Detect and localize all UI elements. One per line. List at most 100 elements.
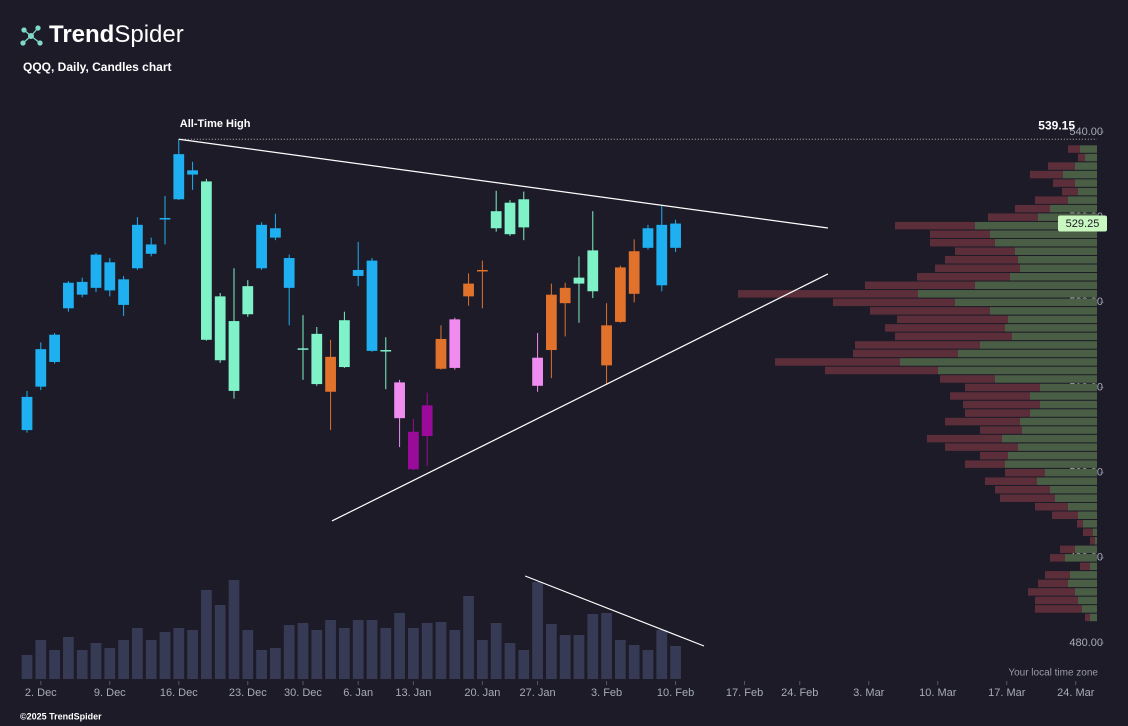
profile-up	[1050, 204, 1097, 213]
volume-bar	[325, 620, 336, 679]
candle-body	[449, 319, 461, 368]
profile-down	[1052, 511, 1078, 519]
profile-up	[1068, 196, 1097, 204]
candle-body	[145, 244, 157, 254]
volume-bar	[449, 630, 461, 679]
candle-body	[49, 334, 60, 362]
profile-up	[1090, 562, 1097, 571]
profile-up	[995, 375, 1097, 383]
x-tick-label: 17. Feb	[726, 687, 763, 699]
profile-down	[855, 341, 980, 349]
volume-bar	[21, 655, 33, 679]
logo: TrendSpider	[20, 21, 184, 48]
candle-body	[601, 325, 612, 366]
volume-bar	[380, 628, 392, 679]
volume-bar	[311, 630, 323, 679]
candle-body	[90, 254, 102, 288]
candle-body	[477, 269, 488, 272]
candle-body	[490, 211, 502, 229]
profile-down	[995, 485, 1050, 494]
candle-body	[132, 224, 143, 269]
last-price-box	[1058, 215, 1107, 232]
profile-down	[955, 247, 1015, 255]
candle-body	[421, 405, 433, 437]
profile-down	[865, 281, 975, 290]
volume-bar	[670, 646, 681, 679]
profile-up	[1005, 324, 1097, 332]
profile-down	[927, 434, 1002, 443]
candle-body	[504, 202, 516, 235]
profile-down	[1085, 613, 1090, 622]
volume-bar	[532, 582, 543, 679]
volume-bar	[573, 635, 585, 679]
candle-body	[352, 269, 364, 276]
profile-down	[775, 358, 900, 366]
profile-up	[1078, 511, 1097, 519]
profile-down	[1078, 153, 1085, 162]
profile-down	[985, 477, 1037, 485]
profile-up	[1070, 571, 1097, 579]
profile-up	[1030, 409, 1097, 417]
profile-up	[1078, 187, 1097, 196]
candle-body	[311, 333, 323, 385]
chart-title: QQQ, Daily, Candles chart	[23, 60, 172, 74]
profile-up	[1093, 528, 1097, 537]
copyright: ©2025 TrendSpider	[20, 711, 102, 721]
volume-bar	[394, 613, 405, 679]
profile-down	[1050, 554, 1065, 562]
volume-bar	[587, 614, 599, 679]
candle-body	[656, 224, 668, 286]
profile-up	[918, 290, 1097, 298]
candle-body	[297, 348, 309, 350]
profile-up	[1018, 443, 1097, 451]
volume-bar	[256, 650, 267, 679]
volume-bar	[118, 640, 129, 679]
profile-down	[1090, 537, 1095, 545]
profile-up	[1090, 613, 1097, 622]
candle-body	[214, 296, 226, 361]
candle-body	[339, 320, 350, 368]
y-tick-label: 540.00	[1069, 126, 1103, 138]
x-tick-label: 13. Jan	[395, 687, 431, 699]
profile-up	[1002, 434, 1097, 443]
profile-down	[870, 307, 990, 315]
profile-up	[1022, 426, 1097, 434]
candle-body	[118, 279, 129, 305]
profile-down	[1077, 520, 1083, 528]
candle-body	[670, 223, 681, 248]
candle-body	[559, 287, 571, 304]
x-tick-label: 20. Jan	[464, 687, 500, 699]
volume-bar	[90, 643, 102, 679]
profile-down	[1035, 605, 1082, 613]
logo-light: Spider	[114, 21, 183, 48]
profile-down	[1045, 571, 1070, 579]
profile-down	[917, 273, 1010, 281]
profile-up	[938, 366, 1097, 375]
volume-bar	[63, 637, 74, 679]
candle-body	[159, 218, 171, 220]
candle-body	[187, 170, 198, 175]
profile-down	[1053, 179, 1075, 187]
candle-body	[628, 251, 640, 294]
profile-up	[1065, 554, 1097, 562]
x-tick-label: 30. Dec	[284, 687, 322, 699]
volume-bar	[242, 630, 254, 679]
candle-body	[256, 224, 267, 269]
volume-bar	[49, 650, 60, 679]
candle-body	[228, 321, 240, 391]
candle-body	[408, 431, 419, 470]
candle-body	[366, 260, 378, 351]
profile-up	[1020, 264, 1097, 273]
profile-down	[1080, 562, 1090, 571]
profile-up	[975, 221, 1097, 230]
profile-down	[980, 426, 1022, 434]
volume-bar	[270, 648, 281, 679]
profile-down	[1083, 528, 1093, 537]
profile-down	[1005, 468, 1045, 477]
profile-up	[1040, 400, 1097, 409]
profile-up	[1075, 545, 1097, 554]
profile-up	[900, 358, 1097, 366]
profile-up	[980, 341, 1097, 349]
profile-down	[1015, 204, 1050, 213]
x-tick-label: 3. Feb	[591, 687, 622, 699]
